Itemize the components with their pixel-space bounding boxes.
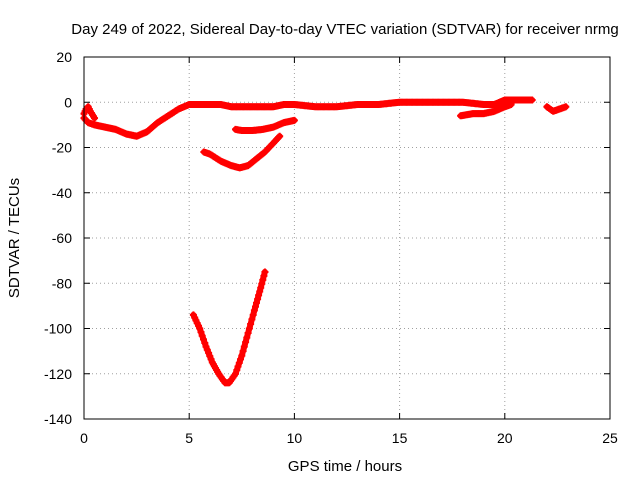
y-tick-label: -80	[52, 275, 72, 291]
data-point	[250, 306, 258, 314]
data-point	[238, 352, 246, 360]
x-tick-label: 25	[602, 430, 618, 446]
x-tick-label: 20	[497, 430, 513, 446]
data-point	[261, 268, 269, 276]
data-point	[249, 311, 257, 319]
data-point	[239, 347, 247, 355]
y-tick-label: 20	[56, 49, 72, 65]
y-tick-label: 0	[64, 94, 72, 110]
series-late-branch	[543, 103, 570, 115]
data-point	[198, 332, 206, 340]
data-point	[237, 355, 244, 363]
y-tick-label: -120	[44, 366, 72, 382]
data-point	[233, 366, 241, 374]
data-point	[562, 103, 570, 111]
series-upper-arc	[232, 116, 298, 134]
y-tick-label: -140	[44, 411, 72, 427]
data-point	[248, 315, 256, 323]
data-point	[91, 114, 99, 122]
series-main	[80, 96, 536, 140]
y-tick-label: -20	[52, 140, 72, 156]
data-point	[247, 320, 255, 328]
data-series	[80, 96, 570, 387]
data-point	[245, 325, 253, 332]
data-point	[234, 363, 242, 370]
data-point	[235, 359, 243, 367]
data-point	[196, 325, 204, 332]
x-tick-label: 15	[392, 430, 408, 446]
axis-ticks: 0 5 10 15 20 25 -140 -120 -100 -80 -60 -40 -20 0 20	[44, 49, 618, 446]
data-point	[240, 343, 248, 351]
data-point	[201, 339, 209, 347]
chart-title: Day 249 of 2022, Sidereal Day-to-day VTE…	[71, 21, 618, 38]
data-point	[253, 299, 260, 307]
x-tick-label: 10	[287, 430, 303, 446]
data-point	[242, 338, 250, 346]
plot-frame	[83, 56, 611, 420]
y-tick-label: -40	[52, 185, 72, 201]
series-mid-arc	[200, 132, 284, 172]
data-point	[257, 284, 265, 292]
data-point	[260, 272, 268, 280]
data-point	[197, 328, 205, 336]
x-axis-label: GPS time / hours	[288, 458, 402, 475]
x-tick-label: 5	[185, 430, 193, 446]
y-tick-label: -100	[44, 321, 72, 337]
series-evening-dip	[457, 101, 515, 120]
y-axis-label: SDTVAR / TECUs	[6, 178, 23, 298]
data-point	[528, 96, 536, 104]
data-point	[244, 329, 252, 337]
data-point	[243, 334, 251, 342]
data-point	[275, 133, 283, 141]
data-point	[232, 370, 239, 378]
grid	[84, 57, 610, 419]
data-point	[255, 291, 263, 299]
data-point	[259, 276, 267, 284]
data-point	[200, 335, 207, 343]
x-tick-label: 0	[80, 430, 88, 446]
data-point	[290, 116, 298, 124]
y-tick-label: -60	[52, 230, 72, 246]
series-deep-arc	[189, 268, 269, 387]
data-point	[276, 132, 284, 140]
series-trace	[190, 268, 268, 386]
data-point	[507, 101, 515, 109]
